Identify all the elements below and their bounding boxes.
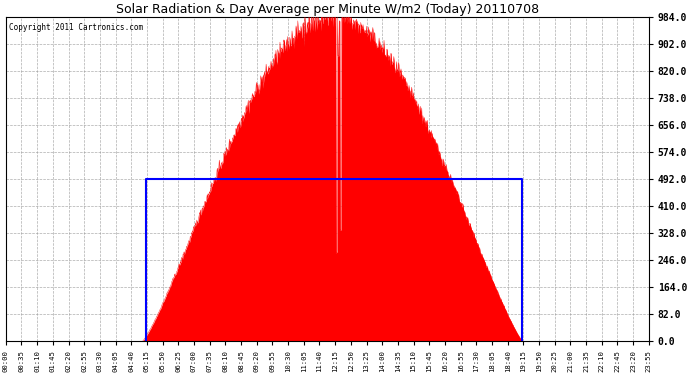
Title: Solar Radiation & Day Average per Minute W/m2 (Today) 20110708: Solar Radiation & Day Average per Minute…: [116, 3, 539, 16]
Text: Copyright 2011 Cartronics.com: Copyright 2011 Cartronics.com: [9, 23, 143, 32]
